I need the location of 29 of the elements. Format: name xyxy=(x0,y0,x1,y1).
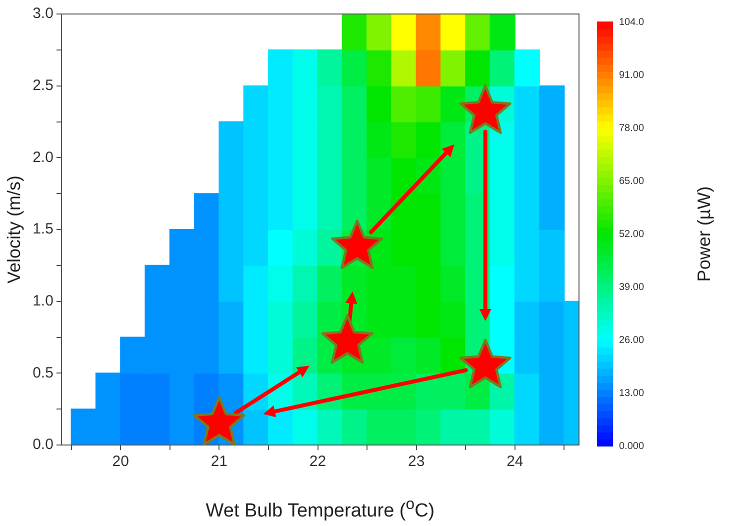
y-tick-label: 0.5 xyxy=(32,364,54,382)
point xyxy=(459,338,512,388)
y-tick-label: 1.0 xyxy=(32,292,54,310)
y-tick-label: 2.0 xyxy=(32,148,54,166)
x-axis-title: Wet Bulb Temperature ($^{o}$C) xyxy=(204,496,436,522)
color-bar-label: 0.000 xyxy=(619,440,644,452)
point xyxy=(459,84,512,134)
color-bar-label: 104.0 xyxy=(619,16,644,28)
color-bar-label: 26.00 xyxy=(619,334,644,346)
x-tick-label: 24 xyxy=(506,453,524,470)
point xyxy=(321,314,374,364)
color-bar-title: Power (µW) xyxy=(694,186,714,282)
y-tick-label: 2.5 xyxy=(32,76,54,94)
color-bar-label: 39.00 xyxy=(619,282,644,293)
x-tick-label: 22 xyxy=(309,453,326,470)
y-tick-label: 3.0 xyxy=(32,5,54,22)
x-tick-label: 21 xyxy=(210,453,228,470)
color-bar-label: 91.00 xyxy=(619,70,644,81)
color-bar-label: 78.00 xyxy=(619,122,644,134)
x-tick-label: 20 xyxy=(112,453,129,470)
y-tick-label: 1.5 xyxy=(32,220,54,238)
y-axis-title: Velocity (m/s) xyxy=(4,175,24,284)
y-tick-label: 0.0 xyxy=(32,436,54,454)
x-tick-label: 23 xyxy=(408,453,425,470)
point xyxy=(331,219,384,270)
color-bar-label: 65.00 xyxy=(619,176,644,187)
color-bar-label: 13.00 xyxy=(619,388,644,399)
color-bar-label: 52.00 xyxy=(619,228,644,240)
point xyxy=(193,396,246,446)
